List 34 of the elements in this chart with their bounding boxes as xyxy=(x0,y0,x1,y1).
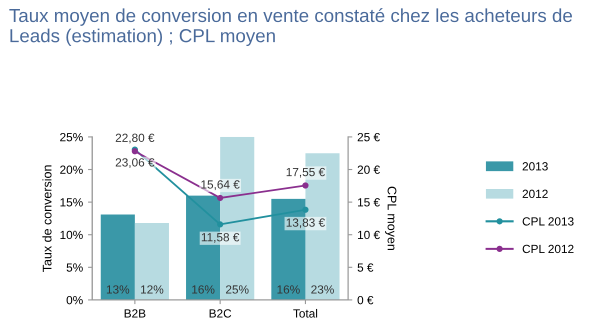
y2-tick-label: 5 € xyxy=(358,263,374,272)
y-tick-label: 10% xyxy=(60,230,83,240)
y-tick-label: 0% xyxy=(66,296,83,304)
y2-tick-label: 10 € xyxy=(358,230,380,240)
data-label: 16% xyxy=(192,285,214,294)
data-label: 16% xyxy=(277,285,300,294)
y-tick-label: 15% xyxy=(60,198,83,207)
data-label: 13% xyxy=(106,285,130,294)
legend-label: 2013 xyxy=(522,162,548,171)
data-label: 11,58 € xyxy=(202,233,240,243)
legend-label: CPL 2013 xyxy=(522,217,574,226)
y-tick-label: 5% xyxy=(66,263,83,272)
data-label: 22,80 € xyxy=(116,134,154,144)
data-label: 25% xyxy=(226,285,249,294)
y-tick-label: 20% xyxy=(60,166,83,174)
x-tick-label: Total xyxy=(293,308,318,318)
y2-tick-label: 25 € xyxy=(358,132,380,142)
y-axis-title: Taux de conversion xyxy=(42,165,52,272)
x-tick-label: B2C xyxy=(210,309,232,318)
y2-tick-label: 15 € xyxy=(358,198,380,207)
y2-axis-title: CPL moyen xyxy=(385,186,396,250)
y-tick-label: 25% xyxy=(60,132,83,142)
data-label: 12% xyxy=(141,285,164,294)
chart-title: Taux moyen de conversion en vente constaté chez les acheteurs de Leads (estimation) ; CPL moyen xyxy=(9,8,572,46)
y2-tick-label: 0 € xyxy=(358,296,374,304)
x-tick-label: B2B xyxy=(124,309,146,318)
legend-label: CPL 2012 xyxy=(522,244,574,254)
data-label: 15,64 € xyxy=(201,180,240,190)
data-label: 23,06 € xyxy=(116,158,154,168)
data-label: 17,55 € xyxy=(286,168,325,178)
y2-tick-label: 20 € xyxy=(358,166,380,174)
data-label: 23% xyxy=(311,285,334,294)
data-label: 13,83 € xyxy=(286,218,325,228)
legend-label: 2012 xyxy=(522,190,548,198)
